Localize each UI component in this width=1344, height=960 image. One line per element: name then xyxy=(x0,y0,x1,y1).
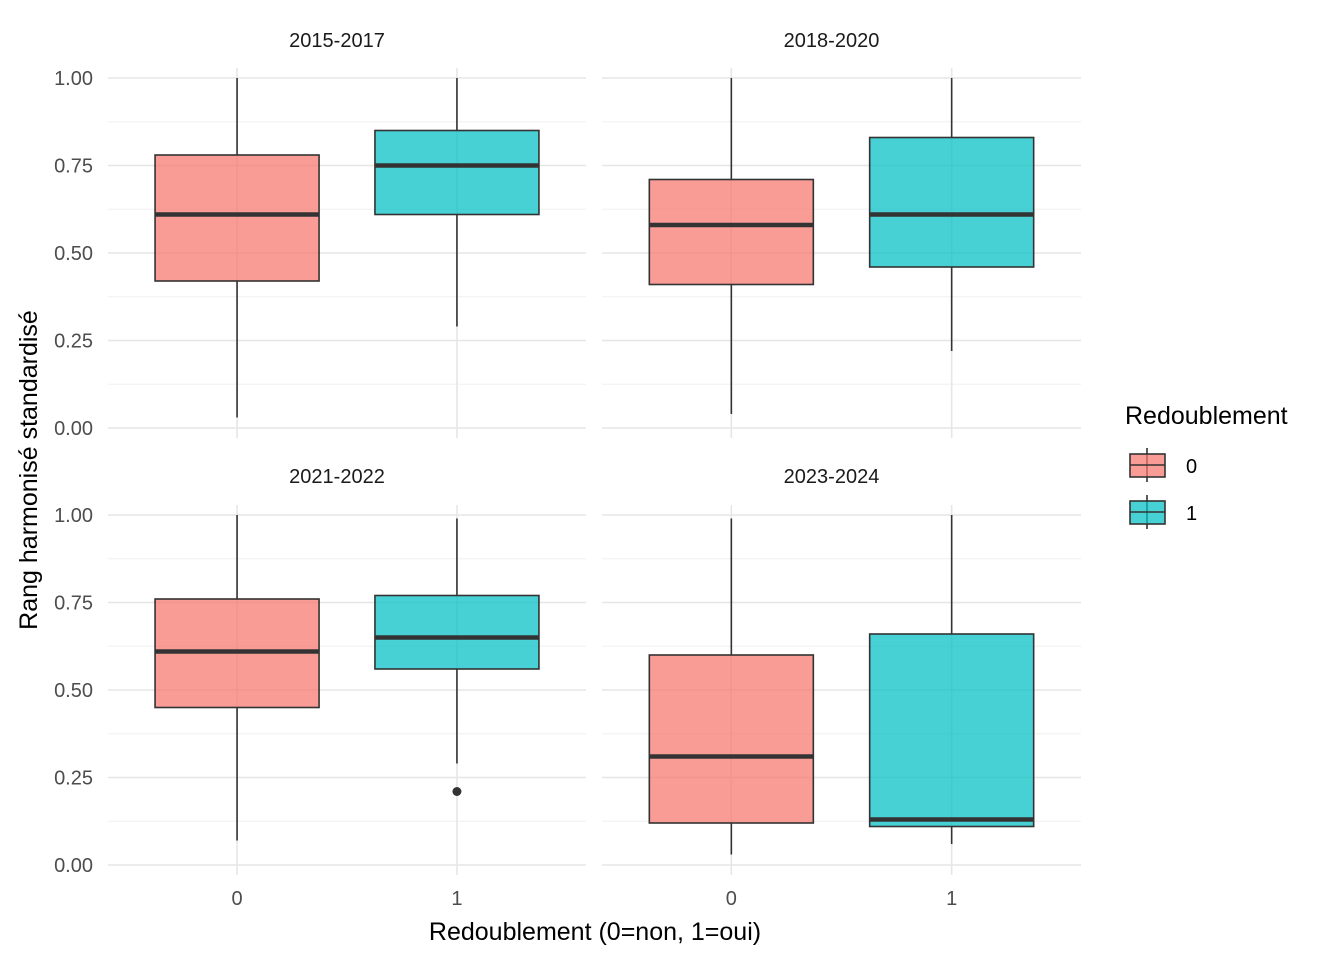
box-iqr xyxy=(154,154,320,282)
outlier-point xyxy=(452,787,462,796)
legend-item-1: 1 xyxy=(1129,495,1197,529)
y-tick-label: 0.00 xyxy=(54,855,93,877)
box-iqr xyxy=(374,594,540,670)
y-tick-label: 0.75 xyxy=(54,156,93,178)
x-tick-label: 0 xyxy=(726,888,737,910)
box-1 xyxy=(374,78,540,327)
y-tick-label: 0.00 xyxy=(54,418,93,440)
panel-2021-2022: 2021-2022 0.00 0.25 0.50 0.75 1.00 0 1 xyxy=(54,466,586,910)
panel-2023-2024: 2023-2024 0 1 xyxy=(602,466,1081,910)
panel-title: 2015-2017 xyxy=(289,30,385,52)
y-tick-label: 0.50 xyxy=(54,243,93,265)
box-0 xyxy=(648,78,815,414)
box-1 xyxy=(374,518,540,796)
box-1 xyxy=(868,515,1035,844)
panel-title: 2023-2024 xyxy=(784,466,880,488)
box-iqr xyxy=(648,654,815,824)
legend-title: Redoublement xyxy=(1125,402,1288,430)
box-0 xyxy=(154,515,320,841)
legend-item-0: 0 xyxy=(1129,448,1197,482)
box-iqr xyxy=(868,633,1035,828)
y-tick-label: 0.50 xyxy=(54,680,93,702)
x-tick-label: 0 xyxy=(231,888,242,910)
y-tick-label: 0.75 xyxy=(54,593,93,615)
legend: Redoublement 0 1 xyxy=(1125,402,1288,529)
panel-2018-2020: 2018-2020 xyxy=(602,30,1081,438)
box-0 xyxy=(154,78,320,418)
box-1 xyxy=(868,78,1035,351)
panel-title: 2021-2022 xyxy=(289,466,385,488)
y-tick-label: 0.25 xyxy=(54,768,93,790)
x-tick-label: 1 xyxy=(451,888,462,910)
box-iqr xyxy=(648,178,815,286)
y-axis-label: Rang harmonisé standardisé xyxy=(15,310,43,630)
panel-2015-2017: 2015-2017 0.00 0.25 0.50 0.75 1.00 xyxy=(54,30,586,440)
panel-title: 2018-2020 xyxy=(784,30,880,52)
y-tick-label: 1.00 xyxy=(54,505,93,527)
legend-label: 0 xyxy=(1186,456,1197,478)
box-0 xyxy=(648,518,815,855)
legend-label: 1 xyxy=(1186,503,1197,525)
x-axis-label: Redoublement (0=non, 1=oui) xyxy=(429,918,761,946)
x-tick-label: 1 xyxy=(946,888,957,910)
y-tick-label: 0.25 xyxy=(54,331,93,353)
box-iqr xyxy=(374,129,540,216)
y-tick-label: 1.00 xyxy=(54,68,93,90)
panels: 2015-2017 0.00 0.25 0.50 0.75 1.00 2018-2020 20… xyxy=(54,30,1081,910)
box-iqr xyxy=(868,136,1035,268)
